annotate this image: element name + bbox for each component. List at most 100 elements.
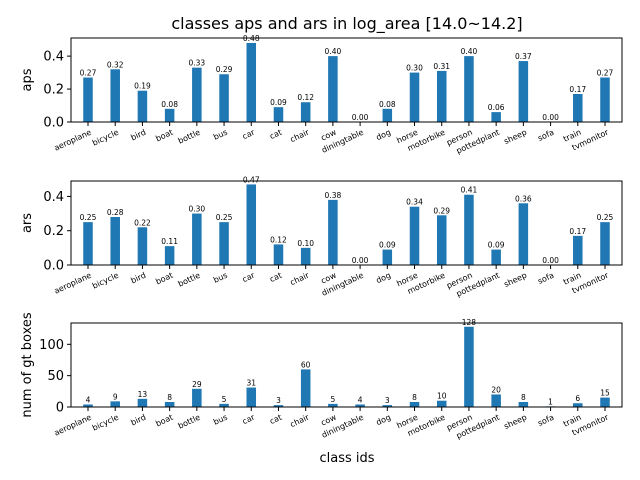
x-tick-label-sheep: sheep xyxy=(502,271,528,289)
bar-car xyxy=(246,42,257,122)
data-label-diningtable: 4 xyxy=(358,395,363,404)
bar-aeroplane xyxy=(83,222,93,265)
bar-boat xyxy=(164,108,175,122)
subplot-num-of-gt-boxes: 4 9 13 8 29 5 31 3 60 5 4 3 8 10 128 20 8 1 6 15 0 50 100 aerop… xyxy=(20,312,623,441)
data-label-bicycle: 0.28 xyxy=(107,208,124,217)
data-label-diningtable: 0.00 xyxy=(352,113,369,122)
x-tick-label-bottle: bottle xyxy=(177,271,202,289)
x-tick-label-sheep: sheep xyxy=(502,128,528,146)
x-tick-label-chair: chair xyxy=(289,412,311,429)
bar-bicycle xyxy=(110,217,120,265)
bar-dog xyxy=(382,108,393,122)
data-label-bottle: 0.30 xyxy=(188,205,205,214)
data-label-dog: 0.08 xyxy=(379,100,396,109)
data-label-pottedplant: 20 xyxy=(491,385,501,394)
bar-horse xyxy=(409,206,420,265)
x-tick-label-boat: boat xyxy=(154,128,174,144)
bar-tvmonitor xyxy=(600,397,610,407)
data-label-aeroplane: 0.25 xyxy=(80,213,97,222)
bar-motorbike xyxy=(436,400,447,407)
y-tick-label: 100 xyxy=(39,338,64,353)
data-label-sofa: 0.00 xyxy=(542,113,559,122)
bar-cat xyxy=(273,244,284,265)
x-tick-label-aeroplane: aeroplane xyxy=(53,128,93,153)
data-label-tvmonitor: 0.25 xyxy=(597,213,614,222)
bar-motorbike xyxy=(436,215,447,265)
plot-frame xyxy=(70,180,623,266)
data-label-cow: 5 xyxy=(331,395,336,404)
bar-person xyxy=(464,56,474,123)
x-axis-label: class ids xyxy=(319,451,374,466)
x-tick-label-sofa: sofa xyxy=(536,271,555,286)
data-label-person: 0.40 xyxy=(461,47,478,56)
y-axis-label: ars xyxy=(20,213,35,233)
bar-bus xyxy=(219,403,229,407)
bar-boat xyxy=(164,401,175,407)
x-tick-label-sofa: sofa xyxy=(536,413,555,428)
subplots: 0.270.320.190.080.330.290.480.090.120.40… xyxy=(20,34,623,441)
plot-frame xyxy=(70,322,623,408)
data-label-motorbike: 0.29 xyxy=(433,206,450,215)
x-tick-label-aeroplane: aeroplane xyxy=(53,413,93,438)
data-label-pottedplant: 0.09 xyxy=(488,241,505,250)
x-tick-label-sheep: sheep xyxy=(502,413,528,431)
data-label-pottedplant: 0.06 xyxy=(488,103,505,112)
y-tick-label: 0.2 xyxy=(43,83,64,98)
data-label-bottle: 0.33 xyxy=(188,59,205,68)
bar-bicycle xyxy=(110,401,120,407)
data-label-bird: 0.22 xyxy=(134,218,151,227)
bar-cow xyxy=(328,56,338,123)
x-tick-label-bus: bus xyxy=(212,128,229,142)
data-label-car: 31 xyxy=(246,379,256,388)
bar-cat xyxy=(273,405,284,407)
x-tick-label-sofa: sofa xyxy=(536,128,555,143)
data-label-train: 6 xyxy=(575,394,580,403)
x-tick-label-cat: cat xyxy=(268,128,283,141)
bar-tvmonitor xyxy=(600,77,610,122)
data-label-bird: 13 xyxy=(138,390,148,399)
bar-pottedplant xyxy=(491,394,501,407)
bar-cat xyxy=(273,107,284,122)
bar-pottedplant xyxy=(491,112,501,122)
bar-pottedplant xyxy=(491,249,501,265)
data-label-person: 128 xyxy=(462,318,477,327)
x-tick-label-bird: bird xyxy=(129,413,147,428)
bar-bus xyxy=(219,222,229,265)
bar-bird xyxy=(137,227,148,265)
x-tick-label-boat: boat xyxy=(154,413,174,429)
bar-tvmonitor xyxy=(600,222,610,265)
y-tick-label: 0.4 xyxy=(43,50,64,65)
data-label-bus: 0.29 xyxy=(216,65,233,74)
bar-aeroplane xyxy=(83,404,93,407)
bar-chair xyxy=(300,247,311,265)
bar-aeroplane xyxy=(83,77,93,122)
x-tick-label-chair: chair xyxy=(289,270,311,287)
plot-frame xyxy=(70,37,623,123)
bar-dog xyxy=(382,249,393,265)
x-tick-label-aeroplane: aeroplane xyxy=(53,271,93,296)
data-label-chair: 0.12 xyxy=(297,93,314,102)
data-label-cat: 3 xyxy=(276,396,281,405)
x-tick-label-bicycle: bicycle xyxy=(91,413,120,433)
bar-motorbike xyxy=(436,70,447,122)
x-tick-label-bicycle: bicycle xyxy=(91,128,120,148)
bar-cow xyxy=(328,403,338,407)
bar-sheep xyxy=(518,61,529,122)
bar-sheep xyxy=(518,203,529,265)
data-label-sheep: 0.37 xyxy=(515,52,532,61)
bar-person xyxy=(464,326,474,407)
x-tick-label-cat: cat xyxy=(268,271,283,284)
x-tick-label-bus: bus xyxy=(212,271,229,285)
bar-diningtable xyxy=(355,404,365,407)
x-tick-label-car: car xyxy=(241,270,257,284)
bar-car xyxy=(246,387,257,407)
x-tick-label-bird: bird xyxy=(129,271,147,286)
data-label-sofa: 1 xyxy=(548,397,553,406)
x-tick-label-car: car xyxy=(241,127,257,141)
data-label-aeroplane: 4 xyxy=(86,395,91,404)
x-tick-label-dog: dog xyxy=(375,413,392,428)
data-label-bird: 0.19 xyxy=(134,82,151,91)
x-tick-label-bicycle: bicycle xyxy=(91,271,120,291)
data-label-boat: 0.11 xyxy=(161,237,178,246)
